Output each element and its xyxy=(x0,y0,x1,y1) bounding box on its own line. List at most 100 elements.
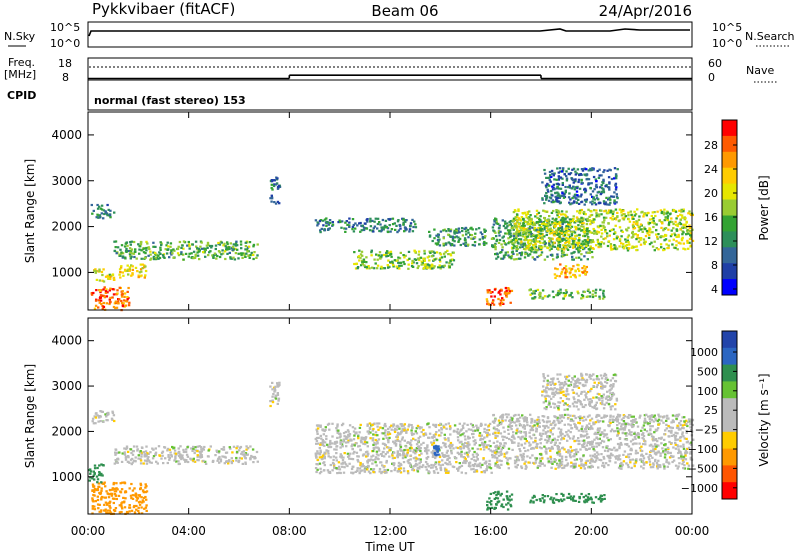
vel-heat-cell xyxy=(420,426,423,429)
power-heat-cell xyxy=(223,242,226,245)
vel-heat-cell xyxy=(616,418,620,421)
vel-heat-cell xyxy=(676,444,679,447)
vel-heat-cell xyxy=(350,457,353,460)
power-heat-cell xyxy=(637,225,640,228)
power-heat-cell xyxy=(433,251,436,254)
power-heat-cell xyxy=(512,228,515,231)
vel-heat-cell xyxy=(676,438,680,441)
vel-heat-cell xyxy=(372,433,375,436)
vel-heat-cell xyxy=(139,450,142,453)
power-heat-cell xyxy=(167,245,170,248)
power-heat-cell xyxy=(557,200,561,203)
vel-heat-cell xyxy=(424,465,427,469)
power-heat-cell xyxy=(491,300,495,303)
vel-heat-cell xyxy=(100,509,103,512)
power-heat-cell xyxy=(224,257,227,261)
vel-heat-cell xyxy=(543,464,546,467)
power-heat-cell xyxy=(94,271,97,274)
power-heat-cell xyxy=(232,256,235,259)
power-heat-cell xyxy=(387,259,390,262)
vel-heat-cell xyxy=(512,434,515,437)
power-heat-cell xyxy=(514,241,517,244)
vel-heat-cell xyxy=(174,457,177,460)
vel-heat-cell xyxy=(398,427,401,430)
power-heat-cell xyxy=(580,208,583,212)
power-heat-cell xyxy=(319,229,322,232)
power-heat-cell xyxy=(543,258,547,261)
vel-heat-cell xyxy=(185,459,188,462)
power-heat-cell xyxy=(632,227,635,230)
power-heat-cell xyxy=(385,255,388,258)
power-heat-cell xyxy=(166,241,169,244)
power-heat-cell xyxy=(396,220,400,223)
power-heat-cell xyxy=(547,199,551,202)
power-heat-cell xyxy=(536,216,539,219)
power-heat-cell xyxy=(95,216,98,219)
power-heat-cell xyxy=(662,247,666,250)
power-heat-cell xyxy=(252,257,255,261)
vel-heat-cell xyxy=(169,451,172,454)
power-heat-cell xyxy=(584,189,588,192)
power-heat-cell xyxy=(586,232,589,235)
power-heat-cell xyxy=(122,274,125,277)
vel-heat-cell xyxy=(145,498,148,501)
power-heat-cell xyxy=(647,236,651,239)
vel-heat-cell xyxy=(353,450,356,453)
vel-heat-cell xyxy=(368,422,372,425)
power-heat-cell xyxy=(339,220,342,224)
vel-heat-cell xyxy=(402,454,405,457)
vel-heat-cell xyxy=(657,459,660,462)
power-heat-cell xyxy=(568,240,571,243)
power-heat-cell xyxy=(486,289,489,292)
vel-heat-cell xyxy=(544,447,548,450)
power-heat-cell xyxy=(464,244,468,247)
vel-heat-cell xyxy=(319,442,322,445)
vel-heat-cell xyxy=(483,436,486,439)
power-heat-cell xyxy=(597,213,601,216)
power-heat-cell xyxy=(490,237,494,240)
vel-heat-cell xyxy=(406,441,409,444)
power-heat-cell xyxy=(319,231,322,234)
vel-heat-cell xyxy=(94,422,97,425)
power-heat-cell xyxy=(90,292,94,295)
power-heat-cell xyxy=(137,276,140,279)
power-heat-cell xyxy=(547,221,550,225)
vel-heat-cell xyxy=(448,428,452,431)
vel-heat-cell xyxy=(119,490,122,493)
power-heat-cell xyxy=(473,236,477,239)
power-heat-cell xyxy=(565,177,569,180)
vel-heat-cell xyxy=(182,450,186,454)
power-heat-cell xyxy=(168,256,171,259)
power-heat-cell xyxy=(374,217,377,220)
power-heat-cell xyxy=(506,229,510,232)
vel-heat-cell xyxy=(524,434,527,437)
power-heat-cell xyxy=(592,240,595,243)
vel-heat-cell xyxy=(605,414,609,417)
vel-heat-cell xyxy=(594,459,598,462)
vel-heat-cell xyxy=(475,452,478,455)
power-heat-cell xyxy=(399,251,402,254)
vel-heat-cell xyxy=(437,445,440,448)
vel-heat-cell xyxy=(96,478,100,481)
vel-heat-cell xyxy=(462,444,466,448)
power-heat-cell xyxy=(192,250,196,253)
vel-heat-cell xyxy=(472,455,475,459)
power-heat-cell xyxy=(569,220,572,223)
vel-heat-cell xyxy=(128,461,131,464)
power-heat-cell xyxy=(225,247,228,250)
vel-heat-cell xyxy=(575,439,578,442)
vel-heat-cell xyxy=(109,511,112,514)
power-heat-cell xyxy=(507,288,511,291)
power-heat-cell xyxy=(428,264,431,267)
vel-heat-cell xyxy=(356,469,359,473)
vel-heat-cell xyxy=(521,414,524,417)
power-heat-cell xyxy=(653,249,656,252)
power-heat-cell xyxy=(651,221,654,224)
vel-heat-cell xyxy=(321,429,325,432)
power-heat-cell xyxy=(600,174,603,177)
power-heat-cell xyxy=(589,193,592,196)
power-heat-cell xyxy=(610,244,613,247)
power-heat-cell xyxy=(626,249,630,252)
vel-heat-cell xyxy=(371,439,374,442)
power-heat-cell xyxy=(531,256,534,259)
